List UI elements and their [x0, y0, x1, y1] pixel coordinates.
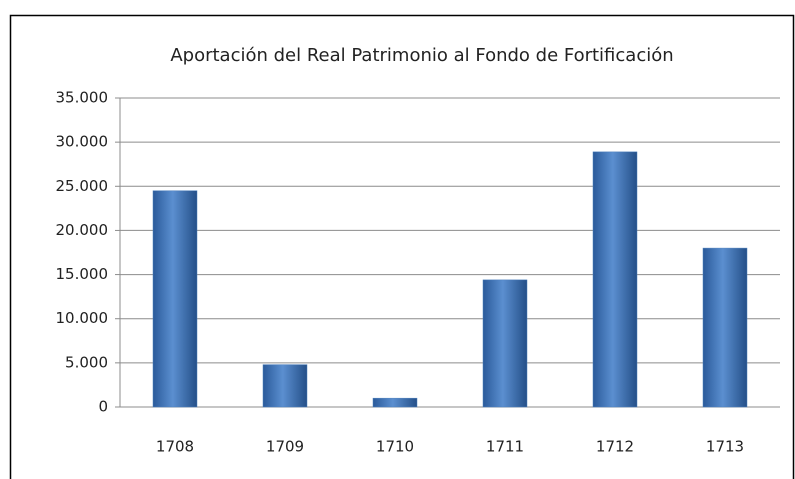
x-tick-label: 1712 [596, 438, 634, 456]
y-tick-label: 10.000 [56, 309, 109, 327]
bar [372, 397, 418, 408]
x-tick-label: 1708 [156, 438, 194, 456]
y-tick-label: 25.000 [56, 177, 109, 195]
x-tick-label: 1711 [486, 438, 524, 456]
x-tick-label: 1709 [266, 438, 304, 456]
y-tick-label: 0 [98, 398, 108, 416]
x-tick-label: 1713 [706, 438, 744, 456]
bar [592, 151, 638, 408]
bar [152, 190, 198, 408]
y-tick-label: 35.000 [56, 89, 109, 107]
x-tick-label: 1710 [376, 438, 414, 456]
y-tick-label: 30.000 [56, 133, 109, 151]
y-tick-label: 15.000 [56, 265, 109, 283]
y-tick-label: 5.000 [65, 353, 108, 371]
chart-title: Aportación del Real Patrimonio al Fondo … [170, 45, 673, 66]
y-tick-label: 20.000 [56, 221, 109, 239]
bar [482, 279, 528, 408]
bar [262, 364, 308, 408]
bar [702, 247, 748, 408]
frame [9, 14, 795, 479]
